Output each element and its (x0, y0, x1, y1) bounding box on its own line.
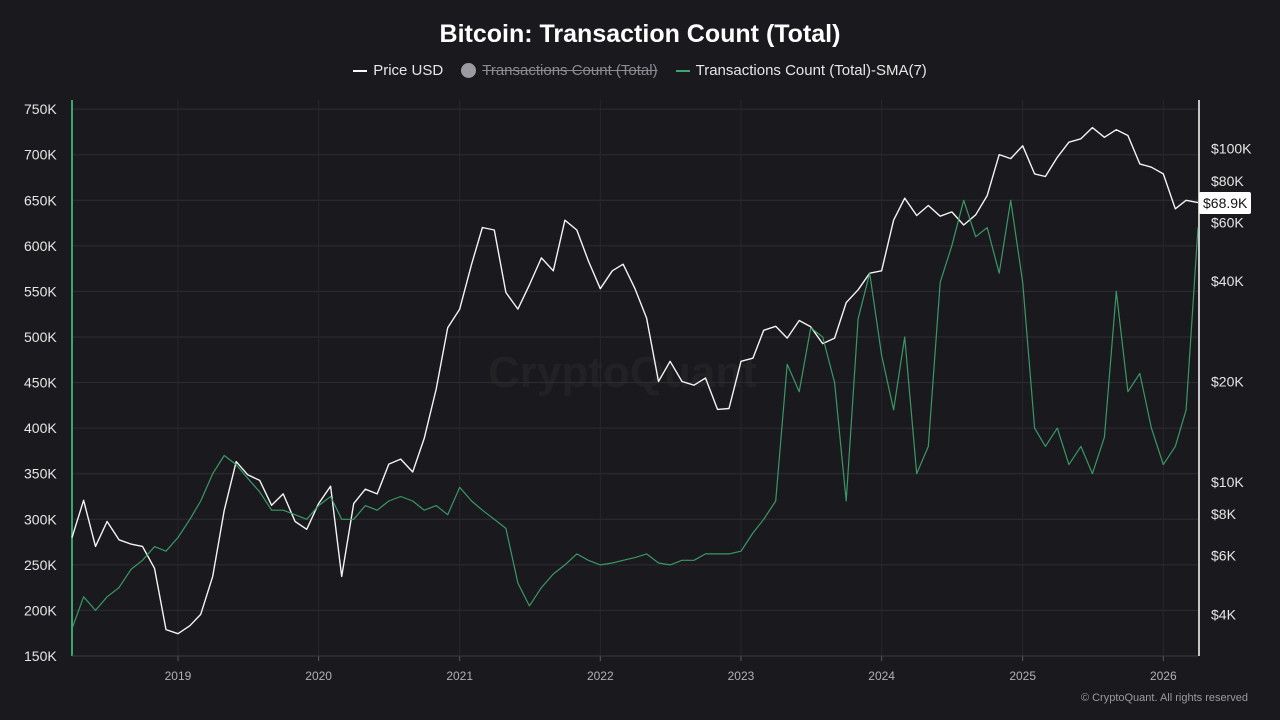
left-tick-label: 350K (24, 466, 57, 482)
left-tick-label: 700K (24, 147, 57, 163)
left-tick-label: 550K (24, 283, 57, 299)
legend-line-icon (353, 69, 368, 72)
right-tick-label: $80K (1211, 173, 1244, 189)
last-price-label: $68.9K (1199, 192, 1252, 214)
gridlines (72, 100, 1198, 657)
x-tick-label: 2021 (446, 669, 473, 683)
left-tick-label: 450K (24, 375, 57, 391)
chart-title: Bitcoin: Transaction Count (Total) (439, 20, 841, 48)
copyright: © CryptoQuant. All rights reserved (1080, 692, 1248, 704)
x-tick-label: 2026 (1150, 669, 1177, 683)
left-tick-label: 150K (24, 648, 57, 664)
left-tick-label: 500K (24, 329, 57, 345)
right-tick-label: $6K (1211, 548, 1237, 564)
x-tick-label: 2025 (1009, 669, 1036, 683)
x-axis: 2019 2020 2021 2022 2023 2024 2025 2026 (72, 655, 1198, 683)
left-tick-label: 250K (24, 557, 57, 573)
series-layer (71, 126, 1199, 635)
x-tick-label: 2020 (305, 669, 332, 683)
left-tick-label: 200K (24, 602, 57, 618)
legend-item-price[interactable]: Price USD (353, 62, 443, 79)
legend: Price USD Transactions Count (Total) Tra… (0, 62, 1280, 79)
left-tick-label: 650K (24, 192, 57, 208)
left-axis: 150K 200K 250K 300K 350K 400K 450K 500K 550K 600K… (24, 100, 73, 664)
legend-item-tx-sma[interactable]: Transactions Count (Total)-SMA(7) (675, 62, 927, 79)
tx-count-sma7-line (71, 199, 1199, 629)
left-tick-label: 400K (24, 420, 57, 436)
legend-label-price: Price USD (373, 62, 444, 79)
legend-line-icon (675, 69, 690, 72)
left-tick-label: 300K (24, 511, 57, 527)
x-tick-label: 2019 (165, 669, 192, 683)
right-axis: $4K $6K $8K $10K $20K $40K $60K $80K $100K (1198, 100, 1252, 656)
x-tick-label: 2023 (728, 669, 755, 683)
right-tick-label: $8K (1211, 506, 1237, 522)
right-tick-label: $60K (1211, 215, 1244, 231)
right-tick-label: $100K (1211, 141, 1252, 157)
right-tick-label: $4K (1211, 606, 1237, 622)
right-tick-label: $40K (1211, 273, 1244, 289)
x-tick-label: 2022 (587, 669, 614, 683)
right-tick-label: $20K (1211, 374, 1244, 390)
right-tick-label: $10K (1211, 474, 1244, 490)
x-tick-label: 2024 (868, 669, 895, 683)
legend-label-tx-sma: Transactions Count (Total)-SMA(7) (695, 62, 927, 79)
legend-dot-icon (461, 63, 477, 78)
left-tick-label: 750K (24, 101, 57, 117)
price-usd-line (71, 126, 1199, 635)
left-tick-label: 600K (24, 238, 57, 254)
legend-item-tx-count[interactable]: Transactions Count (Total) (461, 62, 658, 79)
legend-label-tx-count: Transactions Count (Total) (482, 62, 658, 79)
